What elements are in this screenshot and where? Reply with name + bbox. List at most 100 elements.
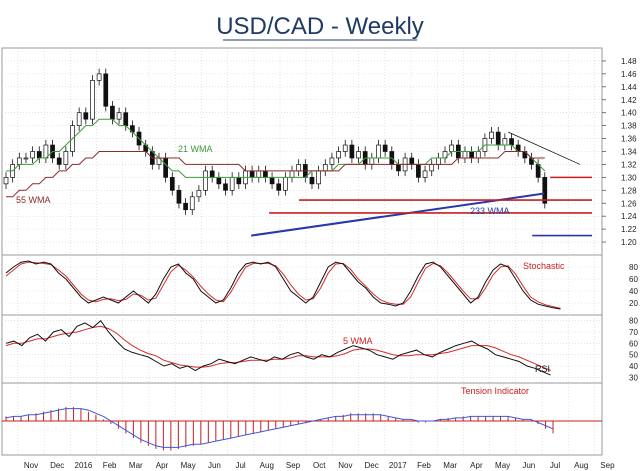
rsi-line: [5, 319, 551, 376]
month-label: May: [181, 461, 196, 470]
candle-body: [16, 157, 22, 165]
month-label: Jun: [522, 461, 535, 470]
candle-body: [382, 144, 388, 152]
tension-line: [5, 408, 554, 448]
price-tick-label: 1.30: [621, 173, 637, 182]
candle-body: [429, 164, 435, 172]
stoch-tick-label: 60: [629, 275, 638, 284]
stoch-frame: [1, 254, 603, 316]
candle-body: [103, 73, 109, 107]
month-label: Nov: [338, 461, 352, 470]
rsi-tick-label: 30: [629, 373, 638, 382]
candle-body: [203, 170, 208, 191]
month-label: Jul: [235, 461, 245, 470]
candle-body: [283, 177, 288, 191]
price-tick-label: 1.42: [621, 96, 637, 105]
candle-body: [489, 131, 494, 139]
price-tick-label: 1.38: [621, 122, 637, 131]
candle-body: [369, 157, 375, 165]
candle-body: [269, 177, 275, 185]
price-tick-label: 1.46: [621, 70, 637, 79]
month-label: Dec: [364, 461, 378, 470]
stochastic-panel: [5, 260, 561, 310]
candle-body: [309, 177, 315, 185]
candle-body: [30, 151, 35, 159]
price-tick-label: 1.22: [621, 225, 637, 234]
month-label: Mar: [129, 461, 143, 470]
rsi-tick-label: 60: [629, 339, 638, 348]
price-tick-label: 1.28: [621, 186, 637, 195]
candle-body: [256, 170, 262, 178]
candle-body: [209, 170, 215, 178]
rsi-tick-label: 50: [629, 351, 638, 360]
annotation-wma5: 5 WMA: [343, 336, 373, 346]
stoch-tick-label: 20: [629, 299, 638, 308]
candle-body: [296, 164, 302, 172]
candle-body: [336, 151, 341, 159]
candle-body: [3, 177, 9, 185]
month-label: Apr: [156, 461, 169, 470]
tension-panel: [2, 407, 602, 451]
rsi-tick-label: 80: [629, 317, 638, 326]
candle-body: [116, 112, 122, 120]
candle-body: [83, 112, 89, 120]
price-tick-label: 1.34: [621, 148, 637, 157]
rsi-frame: [1, 314, 603, 384]
candle-body: [163, 157, 168, 178]
candle-body: [449, 144, 455, 152]
annotation-tension: Tension Indicator: [461, 386, 529, 396]
candle-body: [409, 157, 415, 165]
candle-body: [502, 138, 508, 146]
candle-body: [376, 144, 381, 159]
candle-body: [462, 151, 468, 159]
tension-frame: [1, 382, 603, 456]
candle-body: [123, 112, 129, 126]
candle-body: [110, 105, 115, 120]
candle-body: [249, 170, 255, 178]
candle-body: [469, 151, 474, 159]
grid-lines: [2, 48, 602, 455]
candle-body: [289, 170, 295, 178]
month-label: Aug: [574, 461, 588, 470]
month-label: Dec: [50, 461, 64, 470]
candle-body: [542, 177, 548, 204]
candle-body: [189, 196, 195, 211]
price-tick-label: 1.48: [621, 57, 637, 66]
price-tick-label: 1.26: [621, 199, 637, 208]
candle-body: [422, 170, 428, 178]
price-tick-label: 1.32: [621, 160, 637, 169]
month-label: Feb: [103, 461, 117, 470]
candle-body: [276, 183, 282, 191]
candle-body: [316, 170, 321, 185]
month-label: Nov: [24, 461, 38, 470]
candle-body: [90, 79, 95, 120]
candle-body: [196, 189, 202, 198]
candle-body: [356, 151, 361, 159]
annotation-wma21: 21 WMA: [178, 144, 213, 154]
annotation-wma55: 55 WMA: [16, 195, 51, 205]
annotation-rsi: RSI: [535, 364, 550, 374]
month-label: Mar: [443, 461, 457, 470]
price-tick-label: 1.24: [621, 212, 637, 221]
candle-body: [169, 177, 175, 191]
candle-body: [183, 202, 188, 211]
price-tick-label: 1.44: [621, 83, 637, 92]
month-label: Feb: [417, 461, 431, 470]
price-tick-label: 1.20: [621, 238, 637, 247]
month-label: May: [495, 461, 510, 470]
month-label: 2016: [75, 461, 93, 470]
candle-body: [76, 112, 82, 126]
price-tick-label: 1.36: [621, 135, 637, 144]
stochastic-k-line: [5, 260, 561, 310]
month-label: Jun: [208, 461, 221, 470]
stoch-tick-label: 80: [629, 263, 638, 272]
price-tick-label: 1.40: [621, 109, 637, 118]
annotation-wma233: 233 WMA: [470, 206, 510, 216]
price-panel: [3, 68, 593, 237]
candle-body: [23, 157, 29, 160]
candle-body: [96, 73, 102, 81]
wma55-line: [6, 151, 545, 198]
candle-body: [223, 183, 228, 191]
